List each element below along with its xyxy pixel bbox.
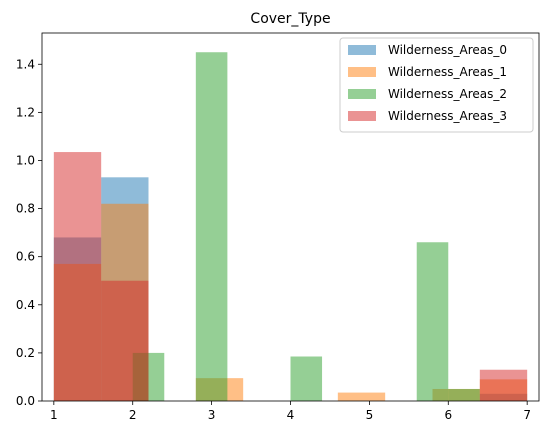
legend-label: Wilderness_Areas_2 <box>388 87 507 101</box>
bar-series-3-2 <box>479 369 528 401</box>
legend-box <box>339 37 534 133</box>
y-tick-label: 1.2 <box>16 105 35 119</box>
x-tick-label: 7 <box>523 408 531 422</box>
bar-series-2-3 <box>416 242 449 401</box>
x-tick-label: 3 <box>208 408 216 422</box>
x-tick-label: 2 <box>129 408 137 422</box>
x-tick-label: 5 <box>366 408 374 422</box>
bar-series-3-1 <box>101 280 149 401</box>
x-axis: 1 2 3 4 5 6 7 <box>50 401 531 422</box>
bar-series-2-2 <box>290 356 323 401</box>
legend-swatch <box>348 89 376 99</box>
legend-swatch <box>348 111 376 121</box>
x-tick-label: 6 <box>444 408 452 422</box>
y-tick-label: 0.0 <box>16 394 35 408</box>
chart-title: Cover_Type <box>250 11 330 27</box>
y-tick-label: 1.4 <box>16 57 35 71</box>
legend-label: Wilderness_Areas_1 <box>388 65 507 79</box>
y-tick-label: 0.2 <box>16 346 35 360</box>
bar-series-2-4 <box>448 388 480 401</box>
x-tick-label: 1 <box>50 408 58 422</box>
y-axis: 0.0 0.2 0.4 0.6 0.8 1.0 1.2 1.4 <box>16 57 42 408</box>
y-tick-label: 0.6 <box>16 250 35 264</box>
legend: Wilderness_Areas_0 Wilderness_Areas_1 Wild… <box>339 37 534 133</box>
bars-layer <box>53 52 528 402</box>
bar-series-2-1 <box>195 52 228 402</box>
bar-series-1-3 <box>337 392 386 401</box>
y-tick-label: 1.0 <box>16 153 35 167</box>
legend-swatch <box>348 45 376 55</box>
bar-series-3-0 <box>53 152 102 401</box>
legend-label: Wilderness_Areas_3 <box>388 109 507 123</box>
y-tick-label: 0.8 <box>16 202 35 216</box>
legend-swatch <box>348 67 376 77</box>
y-tick-label: 0.4 <box>16 298 35 312</box>
legend-label: Wilderness_Areas_0 <box>388 43 507 57</box>
x-tick-label: 4 <box>287 408 295 422</box>
